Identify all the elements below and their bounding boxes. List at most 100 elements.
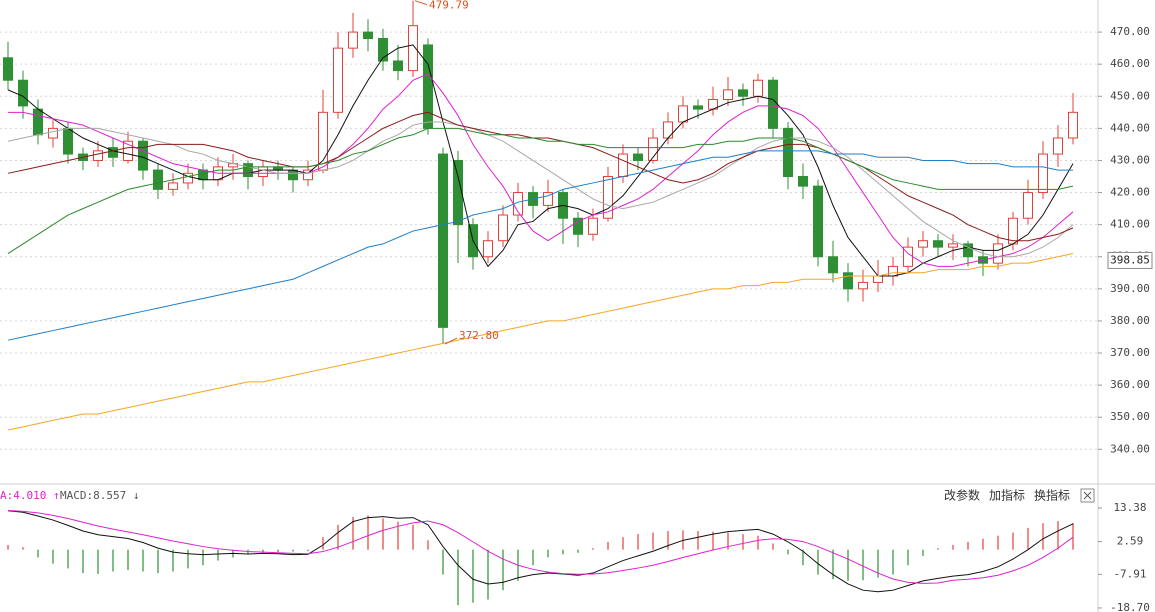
line-series xyxy=(7,111,1074,242)
candle-body xyxy=(303,169,313,181)
candle-body xyxy=(738,89,748,97)
candle-body xyxy=(783,127,793,178)
candle-body xyxy=(198,169,208,181)
candle-body xyxy=(408,25,418,72)
line-series xyxy=(8,73,1074,267)
candle-body xyxy=(498,214,508,242)
y-tick-label: 420.00 xyxy=(1110,186,1150,199)
y-tick-label: 430.00 xyxy=(1110,153,1150,166)
close-icon[interactable] xyxy=(1083,491,1092,500)
candle-body xyxy=(438,153,448,328)
annotation-arrow xyxy=(414,0,428,6)
candle-body xyxy=(1023,192,1033,219)
candle-body xyxy=(348,31,358,49)
candle-body xyxy=(768,79,778,129)
candle-body xyxy=(63,127,73,155)
annotation-arrow xyxy=(444,337,458,345)
candle-body xyxy=(603,176,613,219)
last-price-label: 398.85 xyxy=(1110,253,1150,266)
last-price-box xyxy=(1107,251,1153,269)
candle-body xyxy=(933,240,943,248)
candle-body xyxy=(3,57,13,81)
y-tick-label: 440.00 xyxy=(1110,121,1150,134)
y-tick-label: 340.00 xyxy=(1110,442,1150,455)
candle-body xyxy=(948,243,958,248)
candle-body xyxy=(363,31,373,40)
line-series xyxy=(7,127,1074,254)
line-series xyxy=(7,44,1074,277)
candle-body xyxy=(543,192,553,206)
y-tick-label: -18.70 xyxy=(1110,601,1150,612)
candle-body xyxy=(678,105,688,123)
candle-body xyxy=(888,265,898,277)
candle-body xyxy=(1068,111,1078,139)
candle-body xyxy=(828,256,838,274)
y-tick-label: 410.00 xyxy=(1110,218,1150,231)
candle-body xyxy=(843,272,853,290)
candle-body xyxy=(183,172,193,184)
line-series xyxy=(7,253,1074,431)
candle-body xyxy=(993,243,1003,264)
candle-body xyxy=(798,176,808,187)
candle-body xyxy=(258,166,268,178)
close-button[interactable] xyxy=(1080,488,1095,503)
high-annotation: 479.79 xyxy=(429,0,469,12)
low-annotation: 372.80 xyxy=(459,329,499,342)
candle-body xyxy=(18,79,28,107)
y-tick-label: 380.00 xyxy=(1110,314,1150,327)
line-series xyxy=(7,510,1074,593)
candle-body xyxy=(378,38,388,62)
candle-body xyxy=(1038,153,1048,194)
candle-body xyxy=(123,140,133,161)
candle-body xyxy=(423,44,433,129)
candle-body xyxy=(453,159,463,226)
y-tick-label: 390.00 xyxy=(1110,282,1150,295)
candle-body xyxy=(393,60,403,72)
y-tick-label: 2.59 xyxy=(1117,535,1144,548)
candle-body xyxy=(93,150,103,161)
candle-body xyxy=(873,275,883,283)
y-tick-label: 13.38 xyxy=(1113,501,1146,514)
candle-body xyxy=(573,217,583,235)
candle-body xyxy=(693,105,703,110)
candle-body xyxy=(153,169,163,190)
y-tick-label: 360.00 xyxy=(1110,378,1150,391)
candle-body xyxy=(168,182,178,190)
candle-body xyxy=(483,240,493,258)
candle-body xyxy=(723,89,733,100)
candle-body xyxy=(663,121,673,139)
candle-body xyxy=(588,217,598,235)
candle-body xyxy=(813,185,823,258)
toolbar-button[interactable]: 加指标 xyxy=(989,488,1025,503)
candle-body xyxy=(333,47,343,113)
macd-label: MACD:8.557 ↓ xyxy=(60,489,139,502)
line-series xyxy=(7,121,1074,258)
candle-body xyxy=(138,140,148,171)
line-series xyxy=(7,509,1074,584)
candle-body xyxy=(108,147,118,158)
y-tick-label: 460.00 xyxy=(1110,57,1150,70)
candle-body xyxy=(33,108,43,136)
candle-body xyxy=(618,153,628,178)
toolbar-button[interactable]: 换指标 xyxy=(1034,488,1070,503)
candle-body xyxy=(963,243,973,258)
candle-body xyxy=(753,79,763,97)
y-tick-label: 350.00 xyxy=(1110,410,1150,423)
candle-body xyxy=(858,281,868,290)
y-tick-label: -7.91 xyxy=(1113,567,1146,580)
candle-body xyxy=(243,163,253,178)
y-tick-label: 370.00 xyxy=(1110,346,1150,359)
dea-label: A:4.010 ↑ xyxy=(0,489,60,502)
candle-body xyxy=(918,240,928,248)
candle-body xyxy=(633,153,643,161)
candle-body xyxy=(648,137,658,161)
candle-body xyxy=(1053,137,1063,155)
candle-body xyxy=(288,169,298,181)
y-tick-label: 450.00 xyxy=(1110,89,1150,102)
y-tick-label: 470.00 xyxy=(1110,25,1150,38)
candle-body xyxy=(318,111,328,171)
candle-body xyxy=(48,127,58,139)
toolbar-button[interactable]: 改参数 xyxy=(944,488,980,503)
